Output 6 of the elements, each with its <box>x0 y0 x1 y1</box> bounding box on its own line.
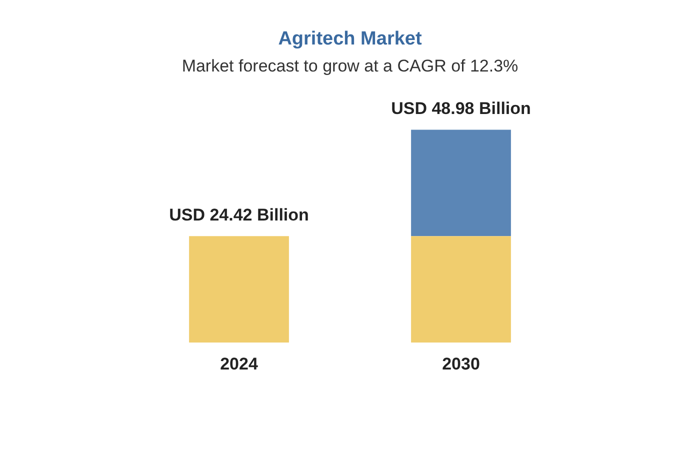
total-label: USD 48.98 Billion <box>391 98 531 118</box>
total-label: USD 24.42 Billion <box>169 205 309 224</box>
x-tick-label: 2024 <box>220 354 258 374</box>
x-tick-label: 2030 <box>442 354 480 374</box>
chart-subtitle: Market forecast to grow at a CAGR of 12.3% <box>182 56 518 76</box>
chart-title: Agritech Market <box>278 28 422 50</box>
